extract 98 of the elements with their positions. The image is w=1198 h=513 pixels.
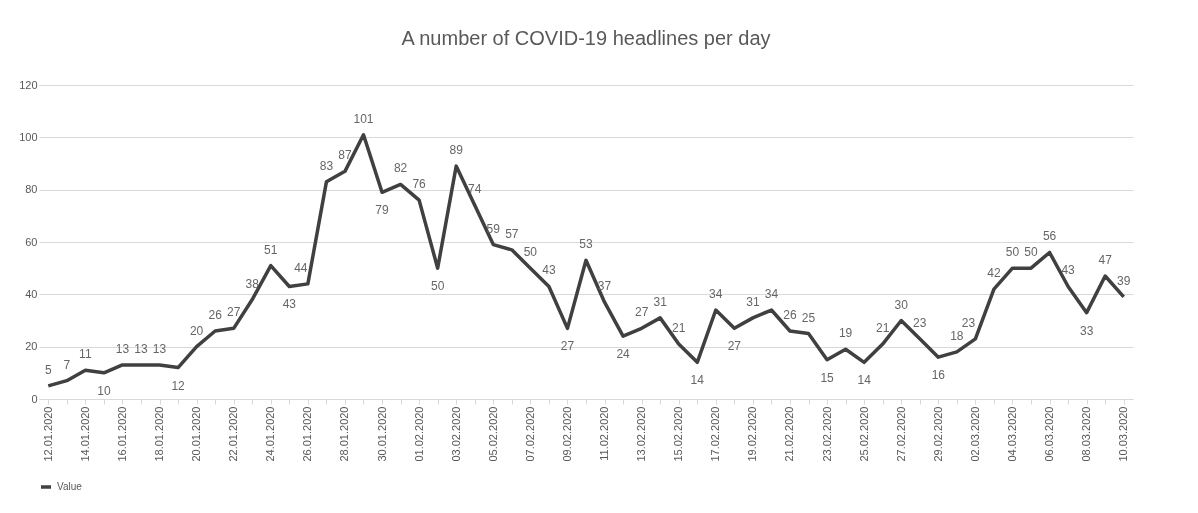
x-tick-label: 26.01.2020: [301, 406, 314, 462]
x-tick-label: 13.02.2020: [635, 406, 648, 462]
data-label: 83: [319, 158, 334, 173]
chart-title: A number of COVID-19 headlines per day: [401, 27, 771, 49]
data-label: 50: [1024, 245, 1039, 260]
data-label: 23: [913, 315, 927, 330]
data-label: 10: [97, 383, 111, 398]
x-tick-label: 01.02.2020: [412, 406, 425, 462]
data-label: 50: [430, 279, 445, 294]
y-tick-label: 40: [25, 287, 38, 300]
data-label: 89: [449, 143, 464, 158]
data-label: 34: [764, 287, 779, 302]
data-label: 14: [857, 373, 872, 388]
data-label: 21: [672, 321, 686, 336]
y-tick-label: 20: [25, 340, 38, 353]
data-label: 23: [961, 315, 976, 330]
x-tick-label: 25.02.2020: [857, 406, 870, 462]
data-label: 26: [208, 307, 223, 322]
data-label: 18: [950, 328, 964, 343]
data-label: 74: [468, 182, 482, 197]
data-label: 42: [987, 266, 1001, 281]
data-label: 13: [115, 341, 130, 356]
data-label: 11: [79, 347, 92, 362]
x-tick-label: 05.02.2020: [486, 406, 499, 462]
y-tick-label: 0: [31, 392, 38, 405]
data-label: 16: [931, 368, 946, 383]
x-tick-label: 28.01.2020: [338, 406, 351, 462]
x-tick-label: 24.01.2020: [264, 406, 277, 462]
data-label: 21: [876, 321, 890, 336]
data-label: 87: [338, 148, 352, 163]
x-tick-label: 18.01.2020: [153, 406, 166, 462]
data-label: 12: [171, 378, 186, 393]
data-label: 43: [1061, 263, 1076, 278]
data-label: 20: [189, 323, 204, 338]
x-tick-label: 03.02.2020: [449, 406, 462, 462]
data-label: 27: [560, 339, 575, 354]
data-label: 33: [1079, 323, 1094, 338]
data-label: 5: [44, 362, 52, 377]
data-label: 15: [820, 370, 835, 385]
data-label: 24: [616, 347, 631, 362]
data-label: 27: [227, 305, 241, 320]
x-tick-label: 10.03.2020: [1117, 406, 1130, 462]
data-label: 13: [152, 341, 167, 356]
data-label: 31: [653, 294, 668, 309]
data-label: 19: [838, 326, 853, 341]
data-label: 39: [1117, 273, 1131, 288]
data-label: 43: [282, 297, 297, 312]
data-label: 37: [597, 279, 612, 294]
data-label: 27: [634, 305, 649, 320]
y-tick-label: 100: [19, 130, 38, 143]
y-tick-label: 80: [25, 183, 38, 196]
data-label: 51: [264, 242, 278, 257]
data-label: 53: [579, 237, 593, 252]
data-label: 38: [245, 276, 260, 291]
x-tick-label: 09.02.2020: [560, 406, 573, 462]
x-tick-label: 15.02.2020: [672, 406, 685, 462]
x-tick-label: 27.02.2020: [894, 406, 907, 462]
x-tick-label: 14.01.2020: [78, 406, 91, 462]
x-tick-label: 20.01.2020: [190, 406, 203, 462]
data-label: 14: [690, 373, 705, 388]
data-label: 82: [393, 161, 408, 176]
data-label: 13: [134, 341, 148, 356]
data-label: 101: [353, 111, 374, 126]
data-label: 27: [727, 339, 742, 354]
x-tick-label: 12.01.2020: [41, 406, 54, 462]
x-tick-label: 23.02.2020: [820, 406, 833, 462]
x-tick-label: 04.03.2020: [1005, 406, 1018, 462]
x-tick-label: 06.03.2020: [1043, 406, 1056, 462]
data-label: 7: [63, 357, 71, 372]
data-label: 25: [801, 310, 816, 325]
x-tick-label: 19.02.2020: [746, 406, 759, 462]
data-label: 76: [412, 177, 427, 192]
data-label: 50: [523, 245, 538, 260]
x-tick-label: 29.02.2020: [931, 406, 944, 462]
data-label: 44: [294, 260, 308, 275]
data-label: 50: [1005, 245, 1020, 260]
data-label: 31: [746, 294, 760, 309]
data-label: 57: [505, 226, 519, 241]
legend-label: Value: [57, 481, 83, 492]
x-tick-label: 16.01.2020: [115, 406, 128, 462]
x-tick-label: 30.01.2020: [375, 406, 388, 462]
x-tick-label: 17.02.2020: [709, 406, 722, 462]
data-label: 47: [1098, 253, 1113, 268]
data-label: 79: [375, 203, 390, 218]
x-tick-label: 11.02.2020: [598, 406, 611, 461]
data-label: 59: [486, 221, 501, 236]
x-tick-label: 07.02.2020: [523, 406, 536, 462]
data-label: 34: [709, 287, 723, 302]
x-tick-label: 21.02.2020: [783, 406, 796, 462]
data-label: 26: [783, 307, 797, 322]
data-label: 30: [894, 297, 909, 312]
data-label: 43: [542, 263, 556, 278]
x-tick-label: 22.01.2020: [227, 406, 240, 462]
data-label: 56: [1042, 229, 1057, 244]
y-tick-label: 120: [19, 78, 38, 91]
y-tick-label: 60: [25, 235, 38, 248]
x-tick-label: 08.03.2020: [1080, 406, 1093, 462]
x-tick-label: 02.03.2020: [968, 406, 981, 462]
